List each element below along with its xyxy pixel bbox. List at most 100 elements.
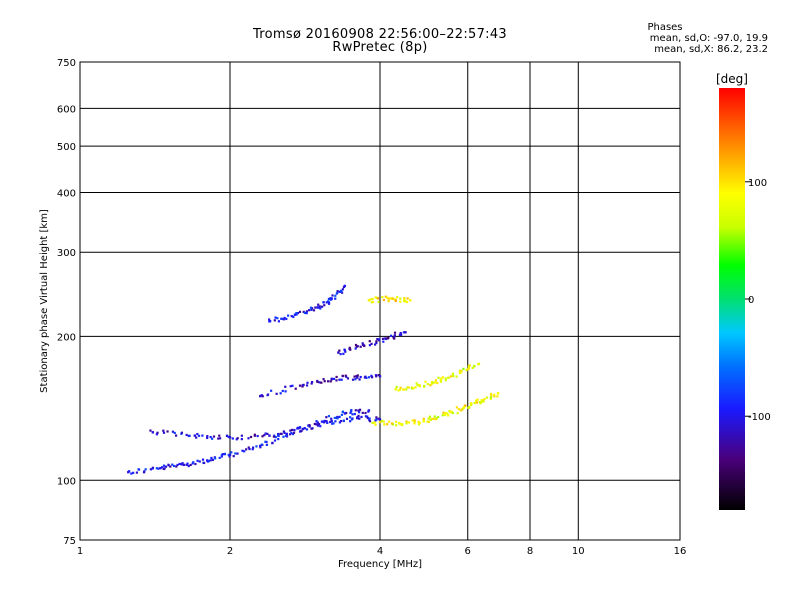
- data-point: [308, 424, 311, 427]
- data-point: [405, 422, 408, 425]
- data-point: [368, 420, 372, 423]
- data-point: [371, 297, 374, 301]
- data-point: [413, 419, 416, 422]
- data-point: [443, 413, 447, 417]
- data-point: [482, 399, 485, 402]
- data-point: [319, 307, 322, 310]
- data-point: [316, 424, 320, 427]
- x-tick-label: 2: [227, 546, 233, 557]
- data-point: [351, 378, 355, 381]
- data-point: [364, 411, 367, 415]
- data-point: [413, 420, 416, 423]
- data-point: [414, 386, 417, 389]
- data-point: [264, 432, 267, 435]
- data-point: [175, 434, 178, 437]
- data-point: [393, 334, 396, 337]
- data-point: [272, 435, 276, 438]
- data-point: [201, 458, 205, 461]
- data-point: [330, 417, 333, 420]
- data-point: [271, 441, 274, 444]
- data-point: [359, 375, 362, 379]
- data-point: [135, 471, 139, 474]
- data-point: [405, 420, 408, 423]
- data-point: [470, 402, 473, 405]
- data-point: [298, 384, 302, 387]
- data-point: [266, 432, 269, 436]
- data-point: [407, 386, 410, 389]
- data-point: [413, 422, 416, 425]
- data-point: [378, 418, 382, 421]
- data-point: [333, 416, 336, 420]
- data-point: [325, 301, 328, 304]
- data-point: [196, 432, 199, 436]
- data-point: [227, 435, 230, 438]
- data-point: [336, 417, 339, 420]
- data-point: [341, 410, 345, 413]
- data-point: [426, 420, 429, 423]
- stats-x-mode: mean, sd,X: 86.2, 23.2: [654, 44, 768, 55]
- data-point: [228, 436, 232, 439]
- data-point: [232, 455, 235, 458]
- data-point: [418, 384, 421, 387]
- data-point: [195, 436, 198, 439]
- data-point: [381, 337, 385, 340]
- data-point: [370, 374, 373, 377]
- data-point: [349, 420, 352, 423]
- data-point: [306, 381, 309, 384]
- data-point: [389, 334, 393, 337]
- data-point: [367, 376, 371, 379]
- data-point: [329, 298, 332, 301]
- data-point: [383, 423, 386, 426]
- data-point: [336, 291, 339, 294]
- chart-subtitle: RwPretec (8p): [332, 40, 428, 55]
- data-point: [295, 312, 298, 315]
- data-point: [371, 421, 374, 424]
- data-point: [345, 417, 349, 420]
- y-tick-label: 750: [57, 58, 76, 69]
- data-point: [377, 339, 381, 342]
- data-point: [472, 365, 476, 368]
- data-point: [431, 381, 435, 384]
- data-point: [336, 415, 339, 419]
- data-point: [460, 370, 463, 373]
- data-point: [375, 296, 378, 299]
- data-point: [386, 296, 389, 299]
- data-point: [143, 470, 146, 473]
- data-point: [402, 299, 406, 303]
- data-point: [399, 297, 402, 300]
- data-point: [478, 400, 482, 404]
- data-point: [329, 420, 332, 424]
- data-point: [162, 431, 166, 434]
- data-point: [404, 331, 407, 334]
- data-point: [298, 427, 301, 430]
- data-point: [483, 397, 486, 401]
- data-point: [452, 375, 455, 378]
- data-point: [311, 307, 314, 310]
- data-point: [298, 310, 302, 313]
- data-point: [259, 444, 262, 448]
- data-point: [370, 301, 373, 304]
- data-point: [455, 406, 459, 409]
- data-point: [183, 463, 186, 466]
- data-point: [292, 431, 296, 434]
- data-point: [357, 409, 360, 412]
- data-point: [285, 317, 288, 321]
- data-point: [312, 309, 316, 312]
- data-point: [240, 438, 243, 441]
- data-point: [325, 420, 328, 423]
- data-point: [185, 433, 188, 437]
- data-point: [327, 302, 331, 305]
- data-point: [435, 417, 438, 420]
- data-point: [151, 467, 154, 470]
- data-point: [330, 419, 333, 423]
- data-point: [367, 410, 370, 413]
- data-point: [332, 422, 335, 425]
- data-point: [473, 401, 476, 405]
- data-point: [367, 299, 371, 302]
- data-point: [412, 387, 415, 390]
- data-point: [241, 449, 244, 452]
- data-point: [309, 306, 313, 309]
- data-point: [332, 377, 336, 381]
- data-point: [320, 305, 324, 308]
- data-point: [310, 308, 313, 311]
